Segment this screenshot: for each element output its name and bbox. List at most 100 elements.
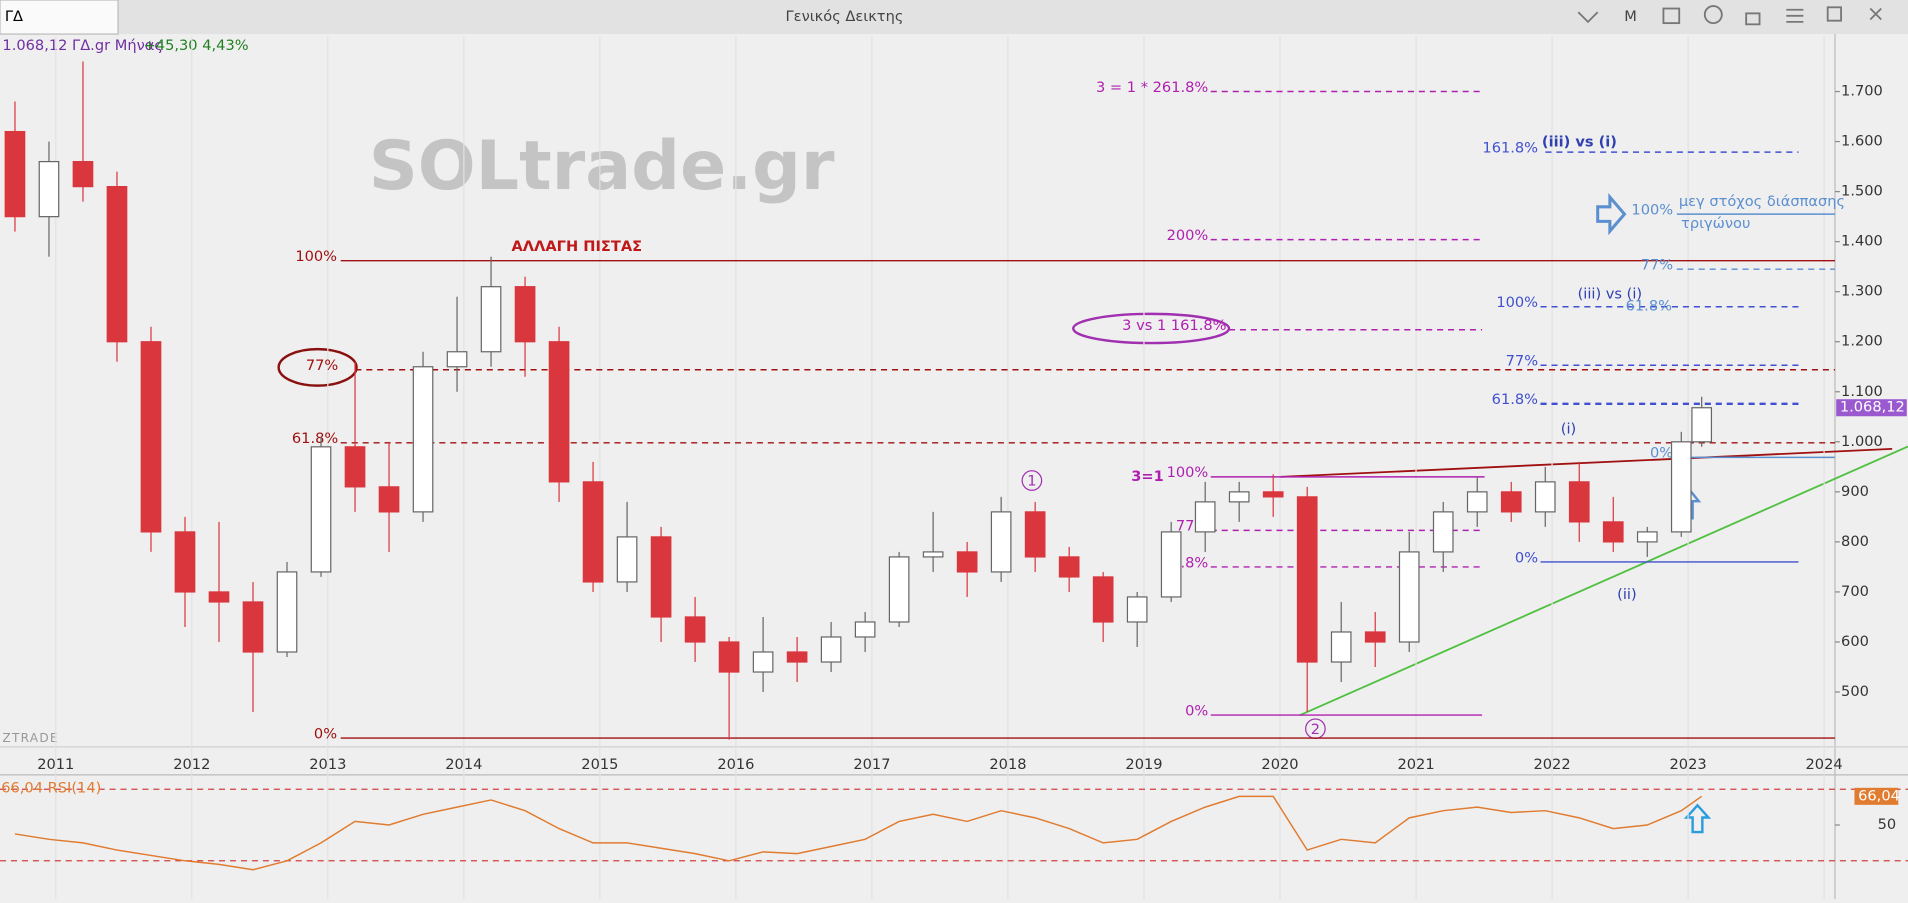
x-tick-label: 2023 — [1670, 756, 1707, 773]
candle-body — [616, 536, 638, 583]
candle-body — [378, 486, 400, 513]
candle-body — [174, 531, 196, 593]
annotation: μεγ στόχος διάσπασης — [1679, 193, 1845, 210]
candle-body — [1500, 491, 1522, 513]
fib-label: 77% — [1641, 257, 1674, 274]
icon[interactable] — [1826, 6, 1842, 22]
fib-label: 161.8% — [1482, 139, 1538, 156]
y-tick-label: 1.100 — [1841, 383, 1883, 400]
x-tick-label: 2020 — [1261, 756, 1298, 773]
tab-label: ΓΔ — [5, 8, 23, 25]
candle-body — [344, 446, 366, 488]
arrow-icon — [1683, 803, 1712, 834]
candle-body — [1670, 441, 1692, 533]
annotation: 3=1 — [1131, 468, 1164, 485]
candle-body — [820, 636, 842, 663]
candle-body — [208, 591, 230, 603]
candle-body — [1691, 407, 1713, 443]
x-tick-label: 2018 — [989, 756, 1026, 773]
annotation: 1 — [1027, 473, 1036, 490]
period-button[interactable]: M — [1624, 8, 1637, 25]
candle-body — [1636, 531, 1658, 543]
icon[interactable] — [1786, 8, 1804, 23]
annotation: 2 — [1311, 721, 1320, 738]
fib-label: 100% — [1631, 201, 1673, 218]
candle-body — [1568, 481, 1590, 523]
candle-body — [38, 160, 60, 218]
annotation: (iii) vs (i) — [1542, 133, 1617, 150]
toolbar-icons[interactable] — [1577, 5, 1882, 26]
icon[interactable] — [1703, 5, 1723, 25]
x-tick-label: 2022 — [1533, 756, 1570, 773]
candle-body — [1194, 501, 1216, 533]
candle-body — [1330, 631, 1352, 663]
toolbar — [0, 0, 1908, 35]
annotation: ΑΛΛΑΓΗ ΠΙΣΤΑΣ — [511, 238, 642, 255]
candle-body — [752, 651, 774, 673]
price-tag-bg — [1836, 399, 1907, 417]
rsi-tick-label: 50 — [1878, 816, 1897, 833]
y-tick-label: 1.600 — [1841, 133, 1883, 150]
fib-label: 100% — [1167, 464, 1209, 481]
y-tick-label: 1.500 — [1841, 183, 1883, 200]
y-tick-label: 900 — [1841, 483, 1869, 500]
x-tick-label: 2017 — [853, 756, 890, 773]
y-tick-label: 500 — [1841, 683, 1869, 700]
watermark-small: ZTRADE — [2, 731, 58, 745]
candle-body — [1534, 481, 1556, 513]
close-icon[interactable] — [1869, 7, 1882, 21]
candle-body — [1262, 491, 1284, 498]
y-tick-label: 1.200 — [1841, 333, 1883, 350]
annotation: τριγώνου — [1681, 215, 1750, 232]
rsi-line — [14, 795, 1703, 871]
fib-label: 61.8% — [1492, 391, 1539, 408]
tab[interactable] — [0, 0, 119, 35]
x-tick-label: 2013 — [309, 756, 346, 773]
candle-body — [990, 511, 1012, 573]
rsi-tag-bg — [1854, 787, 1899, 805]
window-title: Γενικός Δεικτης — [786, 8, 904, 25]
candle-body — [854, 621, 876, 638]
candle-body — [1024, 511, 1046, 558]
candle-body — [514, 286, 536, 343]
y-tick-label: 1.400 — [1841, 233, 1883, 250]
fib-label: 3 = 1 * 261.8% — [1096, 79, 1208, 96]
candle-body — [242, 601, 264, 653]
fib-label: 0% — [314, 725, 337, 742]
candle-body — [1228, 491, 1250, 503]
icon[interactable] — [1745, 12, 1761, 26]
candle-body — [276, 571, 298, 653]
dropdown-icon[interactable] — [1577, 11, 1599, 24]
y-tick-label: 600 — [1841, 633, 1869, 650]
header-price: 1.068,12 ΓΔ.gr Μήνας — [2, 37, 162, 54]
candle-body — [1364, 631, 1386, 643]
y-tick-label: 1.000 — [1841, 433, 1883, 450]
candle-body — [1058, 556, 1080, 578]
fib-label: 61.8% — [292, 430, 339, 447]
annotation: (ii) — [1617, 586, 1637, 603]
x-tick-label: 2015 — [581, 756, 618, 773]
candle-body — [140, 341, 162, 533]
y-tick-label: 1.700 — [1841, 83, 1883, 100]
candle-body — [1160, 531, 1182, 598]
candle-body — [718, 641, 740, 673]
y-tick-label: 800 — [1841, 533, 1869, 550]
x-tick-label: 2019 — [1125, 756, 1162, 773]
candle-body — [310, 446, 332, 573]
candle-body — [412, 366, 434, 513]
candle-body — [1466, 491, 1488, 513]
icon[interactable] — [1662, 7, 1681, 25]
candle-body — [786, 651, 808, 663]
x-tick-label: 2011 — [37, 756, 74, 773]
x-tick-label: 2014 — [445, 756, 482, 773]
wave-circle — [1021, 470, 1043, 491]
x-tick-label: 2016 — [717, 756, 754, 773]
candle-body — [1398, 551, 1420, 643]
fib-label: 0% — [1185, 702, 1208, 719]
y-tick-label: 1.300 — [1841, 283, 1883, 300]
candle-body — [1126, 596, 1148, 623]
candle-body — [1092, 576, 1114, 623]
annotation: 61.8% — [1626, 298, 1673, 315]
